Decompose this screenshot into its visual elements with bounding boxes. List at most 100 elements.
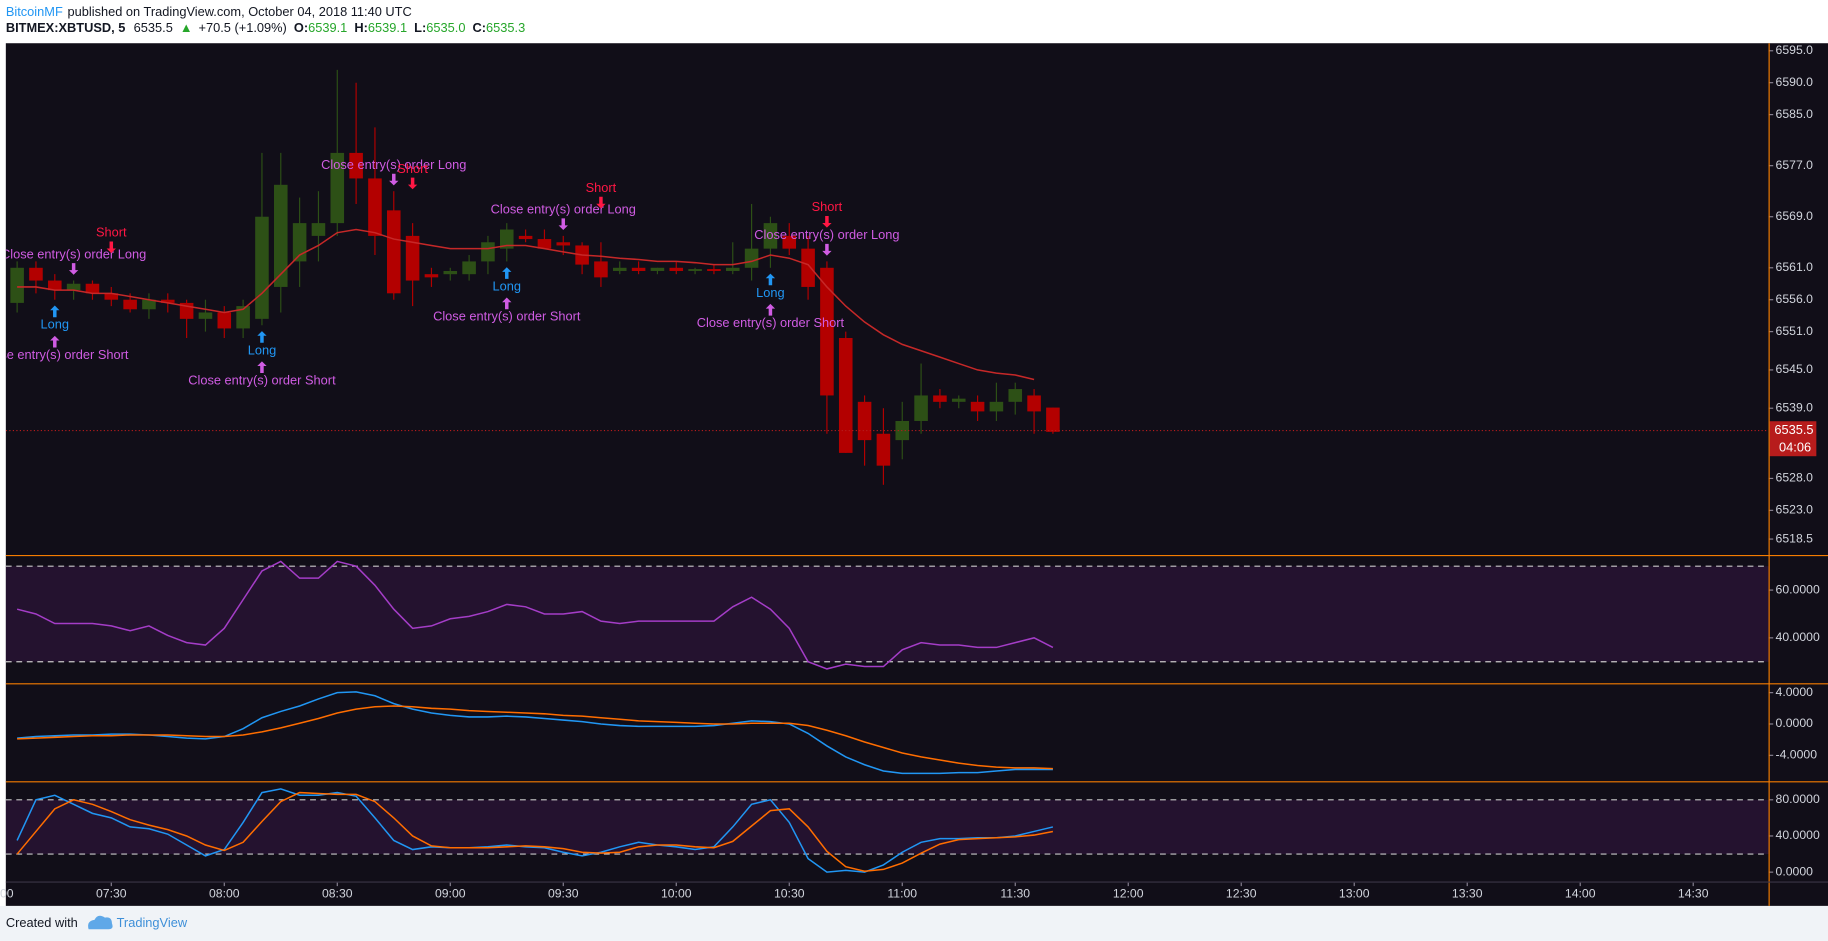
- plot-layer: Long Close entry(s) order Short Close entr…: [0, 43, 1820, 900]
- candle-body: [556, 242, 571, 246]
- x-tick-label: 11:30: [1000, 887, 1030, 901]
- header-background: [0, 0, 1828, 44]
- signal-arrow: [558, 218, 568, 231]
- x-tick-label: 12:00: [1113, 887, 1144, 901]
- candle-body: [161, 299, 175, 303]
- signal-label: Short: [96, 225, 127, 240]
- series-line: [16, 791, 1054, 873]
- signal-label: Long: [248, 342, 277, 357]
- signal-label: Short: [812, 199, 843, 214]
- signal-arrow: [765, 273, 776, 286]
- signal-label: Close entry(s) order Short: [0, 347, 129, 362]
- footer-brand[interactable]: TradingView: [117, 915, 188, 930]
- signal-arrow: [407, 177, 418, 190]
- band-fill: [5, 799, 1769, 855]
- candle-body: [933, 395, 947, 402]
- chart-background: [5, 43, 1828, 906]
- candle-body: [424, 274, 439, 278]
- ohlc-value: 6535.0: [426, 21, 465, 36]
- series-line: [17, 228, 1035, 381]
- y-tick-label: 6585.0: [1776, 107, 1814, 121]
- candle-body: [142, 299, 156, 310]
- ohlc-key: O:: [294, 21, 308, 36]
- series-line: [17, 705, 1053, 770]
- signal-label: Close entry(s) order Short: [433, 309, 581, 324]
- signal-arrow: [822, 243, 832, 256]
- x-tick-label: 10:30: [774, 887, 805, 901]
- series-line: [16, 560, 1054, 670]
- y-tick-label: 6528.0: [1776, 471, 1814, 485]
- ohlc-key: H:: [354, 21, 368, 36]
- candle-body: [801, 248, 815, 287]
- candle-body: [198, 312, 213, 319]
- signal-label: Close entry(s) order Long: [754, 227, 899, 242]
- signal-arrow: [50, 335, 60, 348]
- y-tick-label: -4.0000: [1776, 748, 1818, 762]
- candle-body: [744, 248, 759, 268]
- change-arrow: ▲: [180, 21, 193, 36]
- signal-label: Close entry(s) order Long: [491, 202, 636, 217]
- candle-body: [274, 184, 288, 287]
- header-line: BitcoinMF published on TradingView.com, …: [6, 4, 412, 19]
- signal-label: Close entry(s) order Long: [321, 157, 466, 172]
- candle-body: [970, 401, 985, 412]
- candle-body: [217, 312, 232, 329]
- y-tick-label: 0.0000: [1776, 864, 1814, 878]
- published: published on TradingView.com, October 04…: [68, 4, 412, 19]
- y-tick-label: 6523.0: [1776, 503, 1814, 517]
- y-tick-label: 6545.0: [1776, 362, 1814, 376]
- candle-body: [876, 433, 891, 466]
- author[interactable]: BitcoinMF: [6, 4, 63, 19]
- y-tick-label: 6551.0: [1776, 324, 1814, 338]
- candle-body: [782, 235, 797, 249]
- candle-body: [594, 261, 608, 278]
- candle-body: [368, 178, 382, 236]
- candle-body: [48, 280, 62, 291]
- x-tick-label: 14:30: [1678, 887, 1709, 901]
- signal-arrow: [50, 305, 60, 318]
- signal-arrow: [596, 196, 606, 209]
- ohlc-value: 6535.3: [486, 21, 525, 36]
- candle-body: [838, 338, 853, 453]
- candle-body: [688, 269, 702, 271]
- y-tick-label: 4.0000: [1776, 685, 1814, 699]
- y-tick-label: 6561.0: [1776, 260, 1814, 274]
- x-tick-label: 10:00: [661, 887, 692, 901]
- candle-body: [763, 223, 778, 249]
- last-price-label: 6535.5: [1774, 422, 1813, 437]
- last-price: 6535.5: [134, 21, 173, 36]
- signal-arrow: [502, 297, 512, 310]
- candle-body: [1027, 395, 1041, 412]
- x-tick-label: 07:00: [0, 887, 14, 901]
- ohlc-key: C:: [473, 21, 487, 36]
- candle-body: [386, 210, 401, 294]
- candle-body: [669, 267, 684, 271]
- candle-body: [989, 401, 1004, 412]
- x-tick-label: 07:30: [96, 887, 127, 901]
- candle-body: [255, 216, 269, 319]
- signal-arrow: [106, 241, 116, 254]
- x-tick-label: 09:30: [548, 887, 579, 901]
- candle-body: [462, 261, 476, 275]
- y-tick-label: 60.0000: [1776, 582, 1820, 596]
- y-tick-label: 6577.0: [1776, 158, 1814, 172]
- signal-arrow: [765, 303, 776, 316]
- candle-body: [650, 267, 665, 271]
- candle-body: [443, 270, 458, 275]
- signal-label: Close entry(s) order Short: [697, 315, 845, 330]
- signal-arrow: [257, 361, 267, 374]
- x-tick-label: 12:30: [1226, 887, 1257, 901]
- candle-body: [914, 395, 928, 421]
- candle-body: [349, 152, 363, 179]
- x-tick-label: 13:30: [1452, 887, 1483, 901]
- countdown: 04:06: [1779, 439, 1811, 454]
- symbol: BITMEX:XBTUSD, 5: [6, 21, 126, 36]
- ohlc-key: L:: [414, 21, 426, 36]
- candle-body: [631, 267, 646, 271]
- signal-label: Long: [41, 317, 70, 332]
- candle-body: [292, 223, 307, 262]
- candle-body: [236, 306, 250, 329]
- signal-label: Long: [756, 285, 785, 300]
- candle-body: [1008, 389, 1023, 402]
